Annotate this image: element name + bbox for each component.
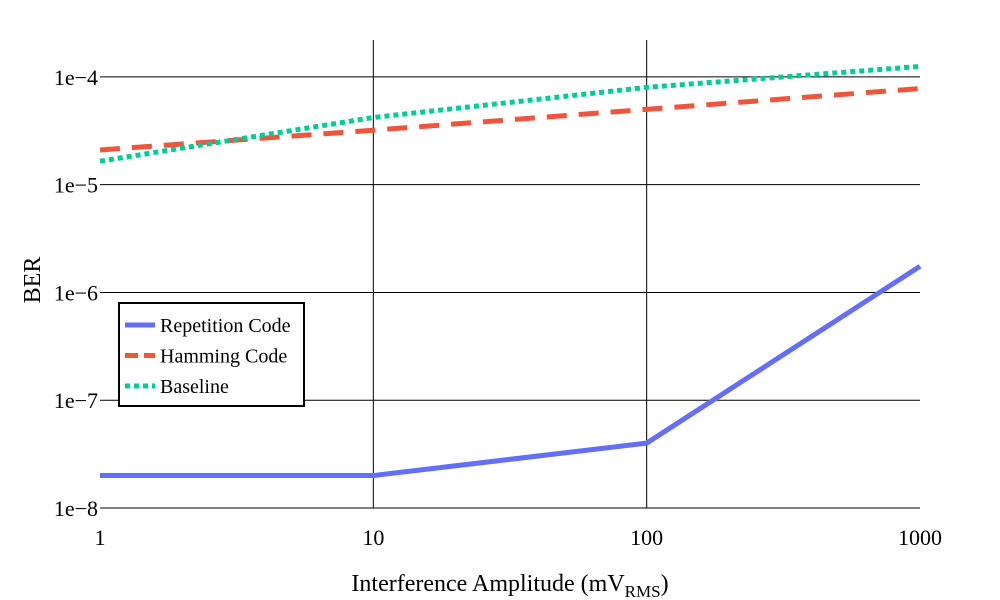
x-tick-label-3: 1000 [898, 525, 942, 550]
x-tick-label-2: 100 [630, 525, 663, 550]
legend-label-0: Repetition Code [160, 315, 291, 337]
x-axis-ticks: 1 10 100 1000 [95, 525, 943, 550]
y-tick-label-4: 1e−4 [54, 65, 98, 90]
y-axis-ticks: 1e−8 1e−7 1e−6 1e−5 1e−4 [54, 65, 98, 521]
x-axis-title-main: Interference Amplitude (mV [351, 571, 625, 597]
series-line-2 [99, 63, 921, 164]
plot-series [99, 63, 922, 479]
legend-items: Repetition Code Hamming Code Baseline [125, 315, 291, 398]
y-tick-label-2: 1e−6 [54, 280, 98, 305]
y-tick-label-1: 1e−7 [54, 388, 98, 413]
legend: Repetition Code Hamming Code Baseline [118, 302, 305, 407]
x-tick-label-0: 1 [95, 525, 106, 550]
x-axis-title: Interference Amplitude (mVRMS) [351, 571, 668, 600]
gridlines [100, 40, 920, 509]
y-tick-label-0: 1e−8 [54, 496, 98, 521]
legend-label-1: Hamming Code [160, 346, 287, 368]
series-line-0 [100, 264, 922, 479]
legend-label-2: Baseline [160, 376, 229, 398]
x-tick-label-1: 10 [362, 525, 384, 550]
y-tick-label-3: 1e−5 [54, 173, 98, 198]
x-axis-title-subscript: RMS [625, 582, 661, 600]
y-axis-title: BER [20, 257, 46, 304]
x-axis-title-suffix: ) [661, 571, 669, 597]
series-line-1 [99, 86, 921, 153]
